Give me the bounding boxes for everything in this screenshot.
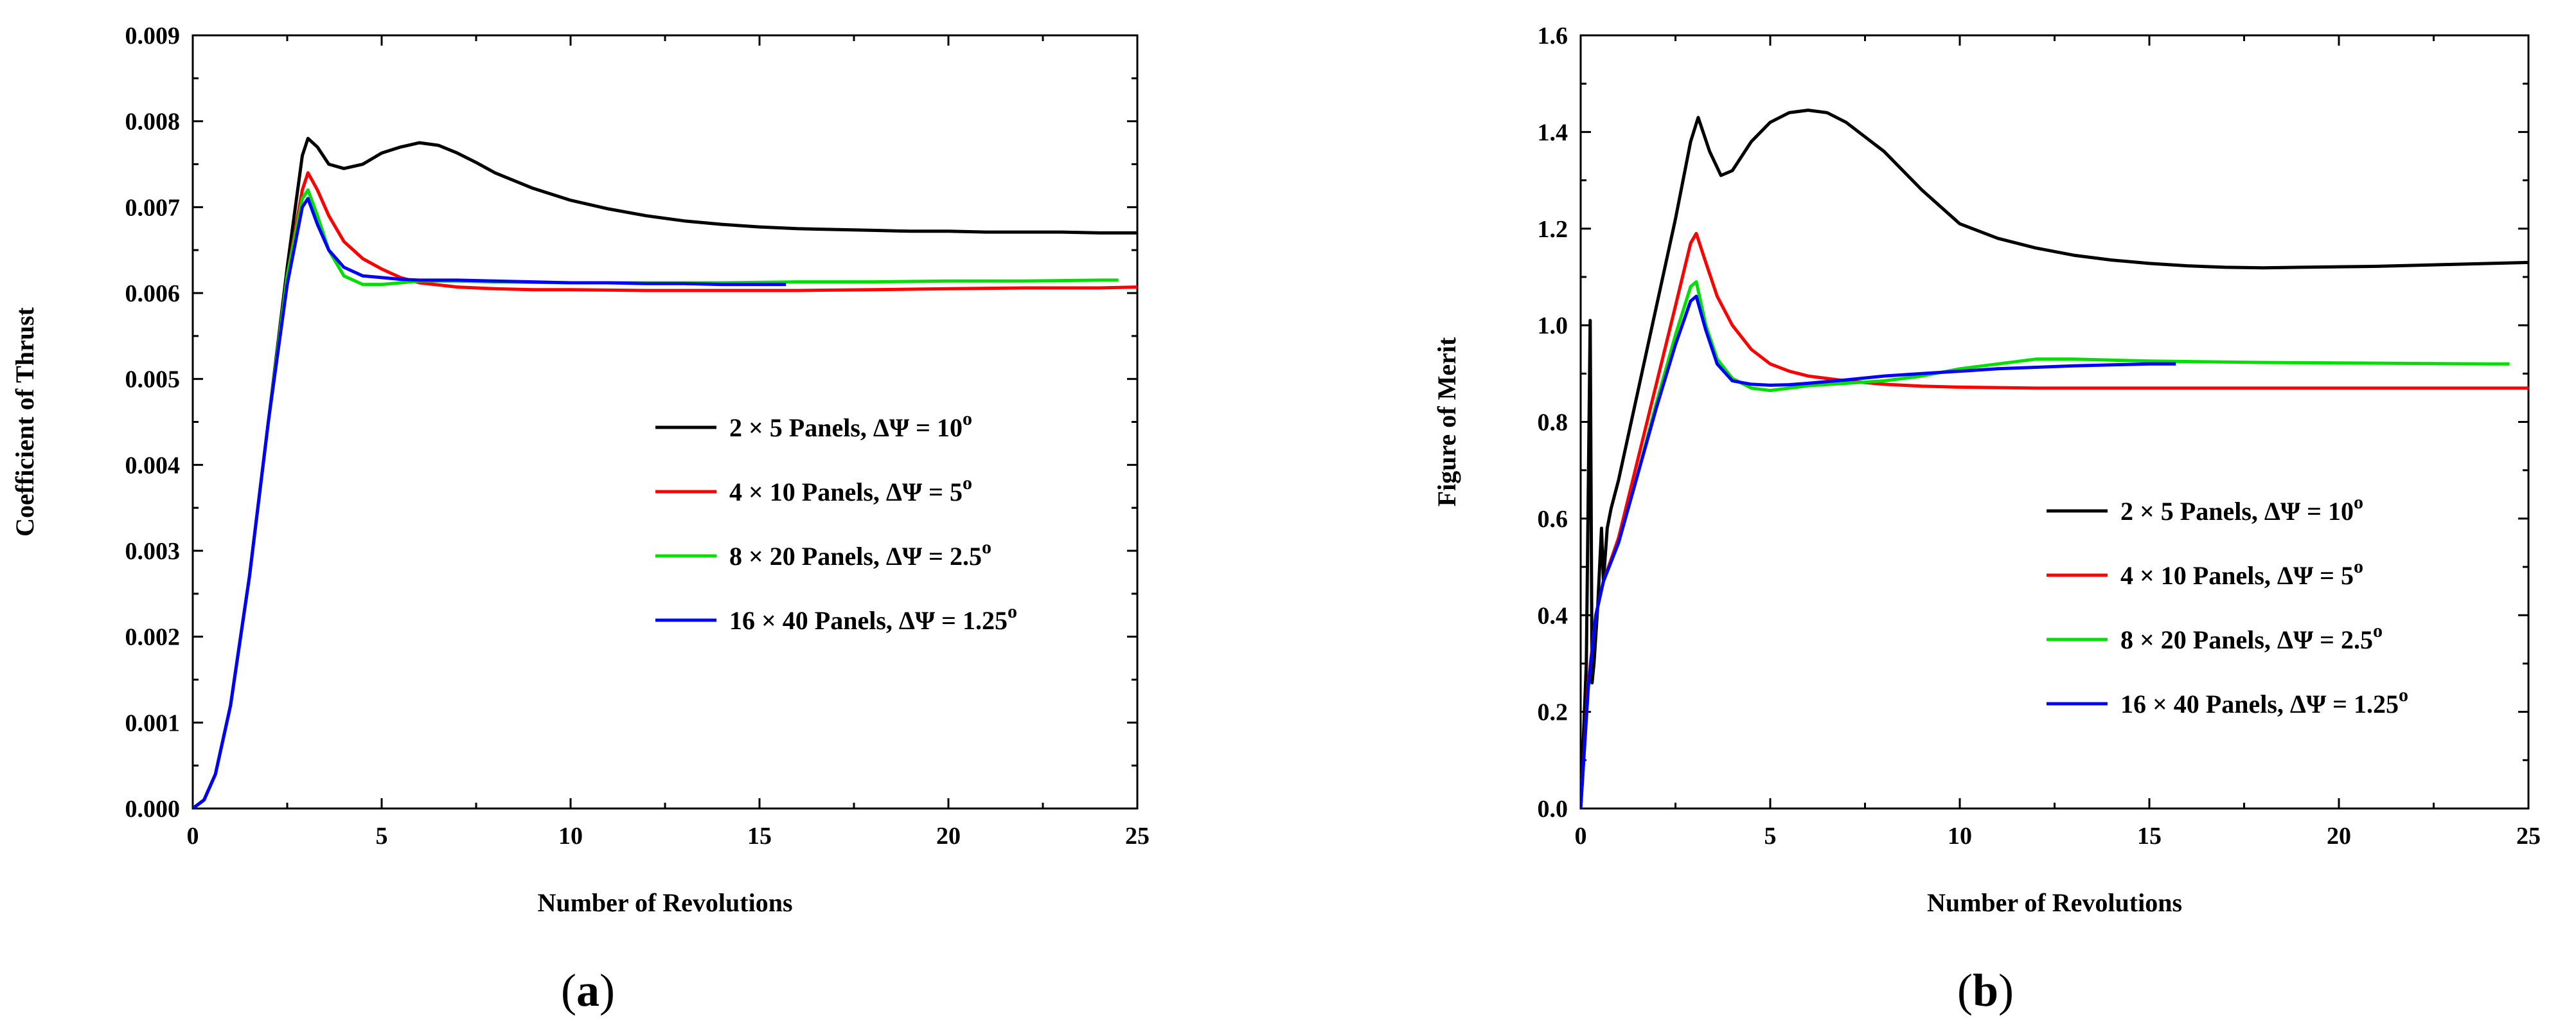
x-tick-label: 0 — [187, 823, 199, 850]
x-tick-label: 10 — [1948, 823, 1972, 850]
y-tick-label: 0.002 — [125, 624, 181, 651]
y-tick-label: 1.2 — [1538, 216, 1568, 243]
y-tick-label: 0.2 — [1538, 699, 1568, 726]
series-line-1 — [193, 136, 1137, 808]
y-tick-label: 0.005 — [125, 366, 181, 393]
legend: 2 × 5 Panels, ΔΨ = 10o 4 × 10 Panels, ΔΨ … — [2047, 492, 2408, 719]
legend-label: 2 × 5 Panels, ΔΨ = 10o — [729, 408, 972, 442]
x-tick-label: 20 — [2327, 823, 2351, 850]
y-tick-label: 0.4 — [1538, 602, 1568, 629]
x-tick-label: 20 — [936, 823, 961, 850]
chart-panel-b: 0 5 10 15 20 25 0.0 0.2 0.4 0.6 0.8 1.0 1.2 1.4 1.6 Num… — [1432, 22, 2541, 1016]
y-axis-title: Figure of Merit — [1432, 337, 1461, 506]
legend-label: 8 × 20 Panels, ΔΨ = 2.5o — [729, 537, 991, 571]
x-tick-label: 10 — [558, 823, 583, 850]
x-tick-label: 15 — [747, 823, 772, 850]
y-tick-label: 0.000 — [125, 796, 181, 823]
y-axis-title: Coefficient of Thrust — [10, 307, 39, 537]
chart-panel-a: 0 5 10 15 20 25 0.000 0.001 0.002 0.003 0.004 0.005… — [10, 22, 1150, 1016]
legend-label: 8 × 20 Panels, ΔΨ = 2.5o — [2120, 620, 2383, 654]
y-tick-label: 0.007 — [125, 194, 181, 221]
y-tick-label: 0.003 — [125, 538, 181, 565]
legend-label: 16 × 40 Panels, ΔΨ = 1.25o — [729, 601, 1017, 635]
x-tick-label: 25 — [2516, 823, 2541, 850]
legend-label: 16 × 40 Panels, ΔΨ = 1.25o — [2120, 684, 2408, 719]
y-tick-label: 1.6 — [1538, 22, 1568, 49]
x-axis-title: Number of Revolutions — [1927, 888, 2182, 917]
y-tick-label: 0.8 — [1538, 409, 1568, 436]
x-axis-title: Number of Revolutions — [537, 888, 792, 917]
plot-frame — [191, 34, 1139, 810]
panel-label: (b) — [1957, 965, 2014, 1016]
y-tick-label: 0.009 — [125, 22, 181, 49]
legend-label: 4 × 10 Panels, ΔΨ = 5o — [729, 472, 972, 506]
y-tick-label: 0.006 — [125, 280, 181, 307]
panel-label: (a) — [561, 965, 615, 1016]
x-tick-label: 25 — [1125, 823, 1150, 850]
x-tick-label: 0 — [1575, 823, 1587, 850]
y-tick-label: 0.008 — [125, 109, 181, 136]
y-tick-label: 1.4 — [1538, 119, 1568, 146]
series-line-4 — [1581, 294, 2176, 808]
legend: 2 × 5 Panels, ΔΨ = 10o 4 × 10 Panels, ΔΨ … — [655, 408, 1017, 635]
x-tick-label: 15 — [2137, 823, 2162, 850]
series-line-4 — [193, 197, 786, 808]
series-line-2 — [1581, 231, 2528, 808]
legend-label: 4 × 10 Panels, ΔΨ = 5o — [2120, 556, 2363, 590]
y-tick-label: 1.0 — [1538, 312, 1568, 339]
y-tick-label: 0.6 — [1538, 506, 1568, 533]
y-tick-label: 0.0 — [1538, 796, 1568, 823]
x-tick-label: 5 — [1764, 823, 1777, 850]
legend-label: 2 × 5 Panels, ΔΨ = 10o — [2120, 492, 2363, 526]
y-tick-label: 0.004 — [125, 452, 181, 479]
series-line-3 — [1581, 280, 2510, 808]
y-tick-label: 0.001 — [125, 710, 181, 737]
x-tick-label: 5 — [376, 823, 388, 850]
